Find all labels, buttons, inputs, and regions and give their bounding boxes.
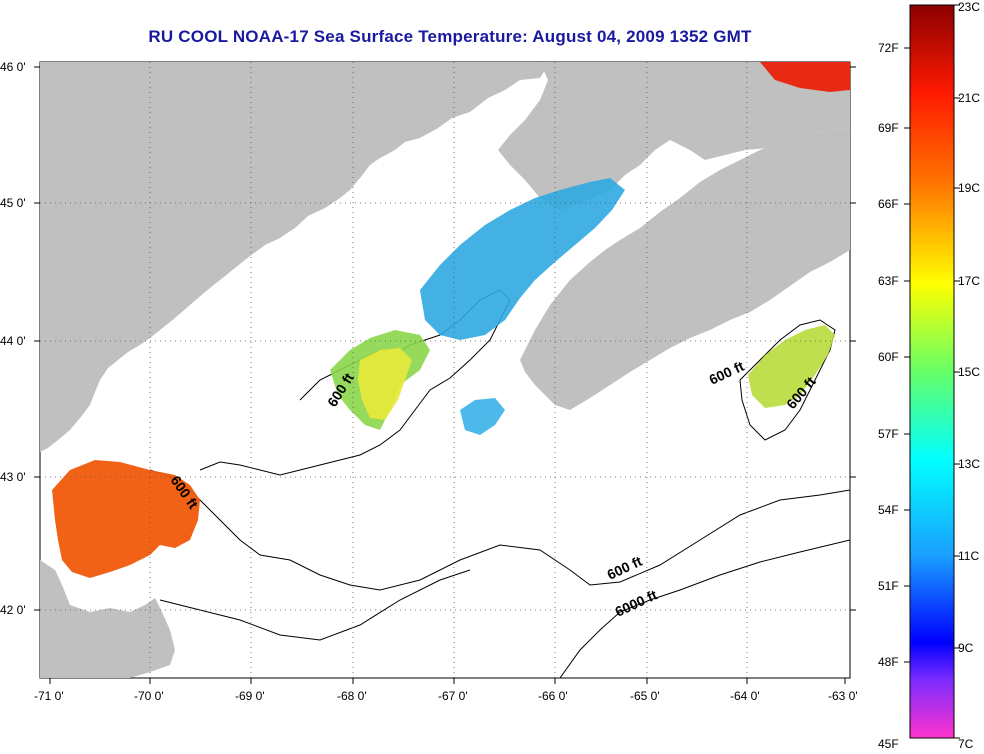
lon-tick-label: -68 0' (337, 689, 367, 703)
contour-600ft-east (739, 319, 836, 441)
sst-patch-warm-sw (52, 460, 200, 578)
plot-area: 600 ft 600 ft 600 ft 600 ft 600 ft 6000 … (39, 61, 851, 679)
colorbar-c-label: 11C (958, 549, 979, 563)
land-cape-cod (40, 560, 175, 678)
lat-tick-label: 42 0' (0, 603, 26, 617)
colorbar-f-label: 51F (878, 579, 899, 593)
colorbar: 72F 69F 66F 63F 60F 57F 54F 51F 48F 45F … (878, 0, 980, 751)
lon-tick-label: -70 0' (134, 689, 164, 703)
lon-tick-label: -71 0' (34, 689, 64, 703)
colorbar-c-label: 21C (958, 91, 980, 105)
lon-tick-label: -69 0' (235, 689, 265, 703)
colorbar-f-label: 45F (878, 737, 899, 751)
land-nova-scotia (520, 128, 850, 410)
sst-patch-cool-bay (420, 178, 625, 340)
contour-600ft-georges (159, 569, 471, 641)
colorbar-c-label: 23C (958, 0, 980, 14)
lon-tick-label: -63 0' (828, 689, 858, 703)
map-title: RU COOL NOAA-17 Sea Surface Temperature:… (148, 27, 752, 46)
sst-patch-yellow-mid (358, 348, 412, 420)
lat-tick-label: 44 0' (0, 334, 26, 348)
colorbar-c-label: 19C (958, 181, 980, 195)
colorbar-f-label: 60F (878, 350, 899, 364)
land-new-brunswick (498, 62, 850, 210)
colorbar-c-label: 9C (958, 641, 974, 655)
colorbar-f-label: 66F (878, 197, 899, 211)
colorbar-c-label: 13C (958, 457, 980, 471)
sst-patch-east (748, 325, 835, 408)
lon-tick-label: -67 0' (438, 689, 468, 703)
sst-patch-warm-ne (760, 62, 850, 92)
colorbar-f-label: 72F (878, 41, 899, 55)
colorbar-f-label: 57F (878, 427, 899, 441)
colorbar-f-label: 63F (878, 274, 899, 288)
land-mainland (40, 62, 545, 452)
lat-tick-label: 43 0' (0, 470, 26, 484)
colorbar-c-label: 17C (958, 274, 980, 288)
graticule (40, 62, 850, 678)
colorbar-f-label: 54F (878, 503, 899, 517)
axis-ticks (34, 66, 856, 684)
lon-tick-label: -64 0' (730, 689, 760, 703)
colorbar-f-label: 48F (878, 655, 899, 669)
colorbar-c-label: 15C (958, 365, 980, 379)
sst-patch-blue-small (460, 398, 505, 435)
colorbar-c-label: 7C (958, 737, 974, 751)
lat-axis: 46 0' 45 0' 44 0' 43 0' 42 0' (0, 60, 26, 617)
lon-tick-label: -65 0' (630, 689, 660, 703)
lon-axis: -71 0' -70 0' -69 0' -68 0' -67 0' -66 0… (34, 689, 858, 703)
contour-6000ft (559, 539, 850, 678)
colorbar-f-label: 69F (878, 121, 899, 135)
contour-600ft-basin (149, 469, 850, 591)
lon-tick-label: -66 0' (538, 689, 568, 703)
lat-tick-label: 45 0' (0, 196, 26, 210)
lat-tick-label: 46 0' (0, 60, 26, 74)
